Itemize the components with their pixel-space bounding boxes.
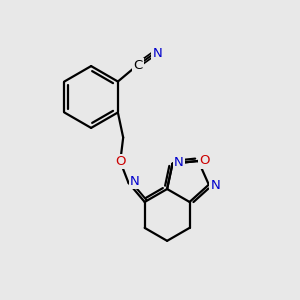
Text: N: N [152,46,162,59]
Text: N: N [174,156,184,169]
Text: N: N [152,46,162,59]
Text: O: O [200,154,210,167]
Text: O: O [115,155,125,168]
Text: C: C [134,59,143,72]
Text: N: N [174,156,184,169]
Text: O: O [115,155,125,168]
Text: N: N [130,175,140,188]
Text: N: N [210,179,220,192]
Text: C: C [134,59,143,72]
Text: N: N [210,179,220,192]
Text: O: O [200,154,210,167]
Text: N: N [130,175,140,188]
